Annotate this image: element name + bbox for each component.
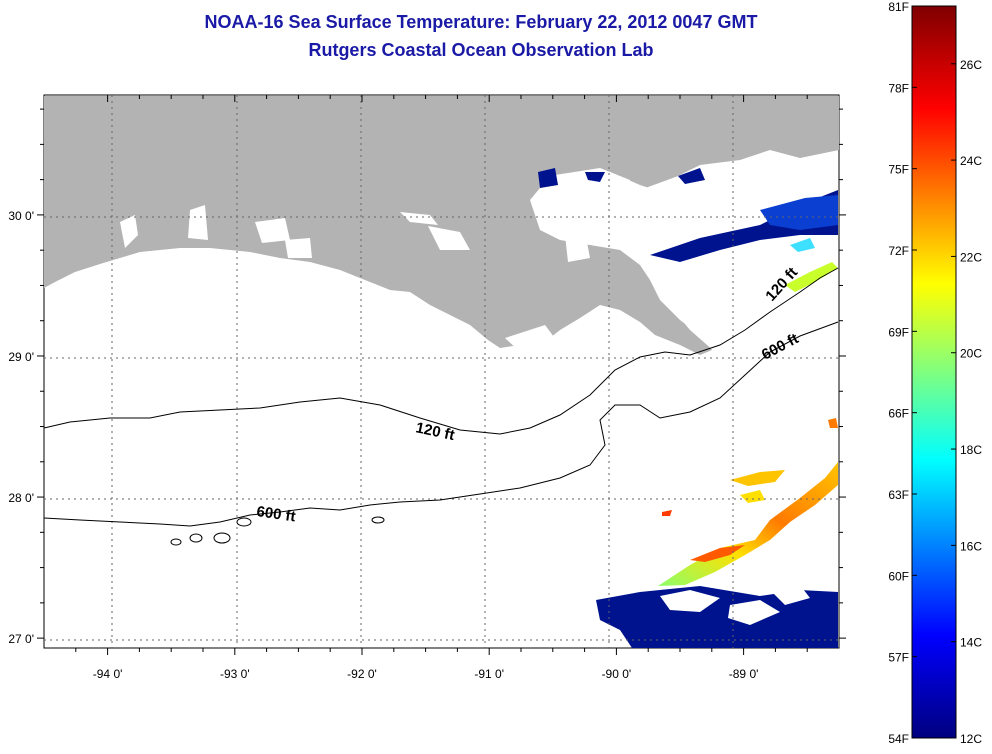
colorbar-f-label: 54F: [888, 732, 909, 746]
colorbar-c-label: 24C: [960, 154, 982, 168]
color-scale-bar: [911, 5, 957, 739]
colorbar-c-label: 26C: [960, 58, 982, 72]
lon-tick-label: -90 0': [602, 667, 632, 681]
colorbar-f-label: 72F: [888, 244, 909, 258]
colorbar-f-label: 81F: [888, 0, 909, 14]
colorbar-f-label: 60F: [888, 569, 909, 583]
colorbar-f-label: 66F: [888, 407, 909, 421]
contour-120ft: [43, 267, 839, 435]
map-subtitle: Rutgers Coastal Ocean Observation Lab: [308, 40, 654, 60]
colorbar-f-label: 57F: [888, 651, 909, 665]
lon-tick-label: -93 0': [220, 667, 250, 681]
colorbar-c-label: 14C: [960, 636, 982, 650]
lat-tick-label: 28 0': [8, 491, 34, 505]
warm-water-plume: [658, 238, 838, 586]
lon-tick-label: -91 0': [474, 667, 504, 681]
colorbar-f-label: 78F: [888, 81, 909, 95]
grid-lines: [44, 95, 839, 648]
colorbar-f-label: 63F: [888, 488, 909, 502]
colorbar-c-label: 22C: [960, 250, 982, 264]
cloud-gaps: [660, 585, 810, 625]
colorbar-c-label: 20C: [960, 347, 982, 361]
lat-tick-label: 27 0': [8, 632, 34, 646]
shoal-contours: [170, 516, 385, 546]
lon-tick-label: -89 0': [729, 667, 759, 681]
contour-600ft: [43, 321, 839, 527]
lat-tick-label: 30 0': [8, 209, 34, 223]
color-scale-labels: 81F 78F 75F 72F 69F 66F 63F 60F 57F 54F 26C 24C 22C 2…: [888, 0, 982, 746]
contour-label-600-west: 600 ft: [255, 503, 296, 525]
map-title: NOAA-16 Sea Surface Temperature: Februar…: [204, 12, 758, 32]
colorbar-c-label: 18C: [960, 443, 982, 457]
lat-tick-label: 29 0': [8, 350, 34, 364]
colorbar-f-label: 75F: [888, 163, 909, 177]
axis-ticks: -94 0' -93 0' -92 0' -91 0' -90 0' -89 0' 30 0…: [8, 95, 846, 681]
colorbar-c-label: 12C: [960, 732, 982, 746]
cold-water-patches: [538, 168, 838, 648]
lon-tick-label: -92 0': [347, 667, 377, 681]
colorbar-c-label: 16C: [960, 539, 982, 553]
colorbar-f-label: 69F: [888, 325, 909, 339]
lon-tick-label: -94 0': [93, 667, 123, 681]
land-mass: [44, 96, 839, 355]
